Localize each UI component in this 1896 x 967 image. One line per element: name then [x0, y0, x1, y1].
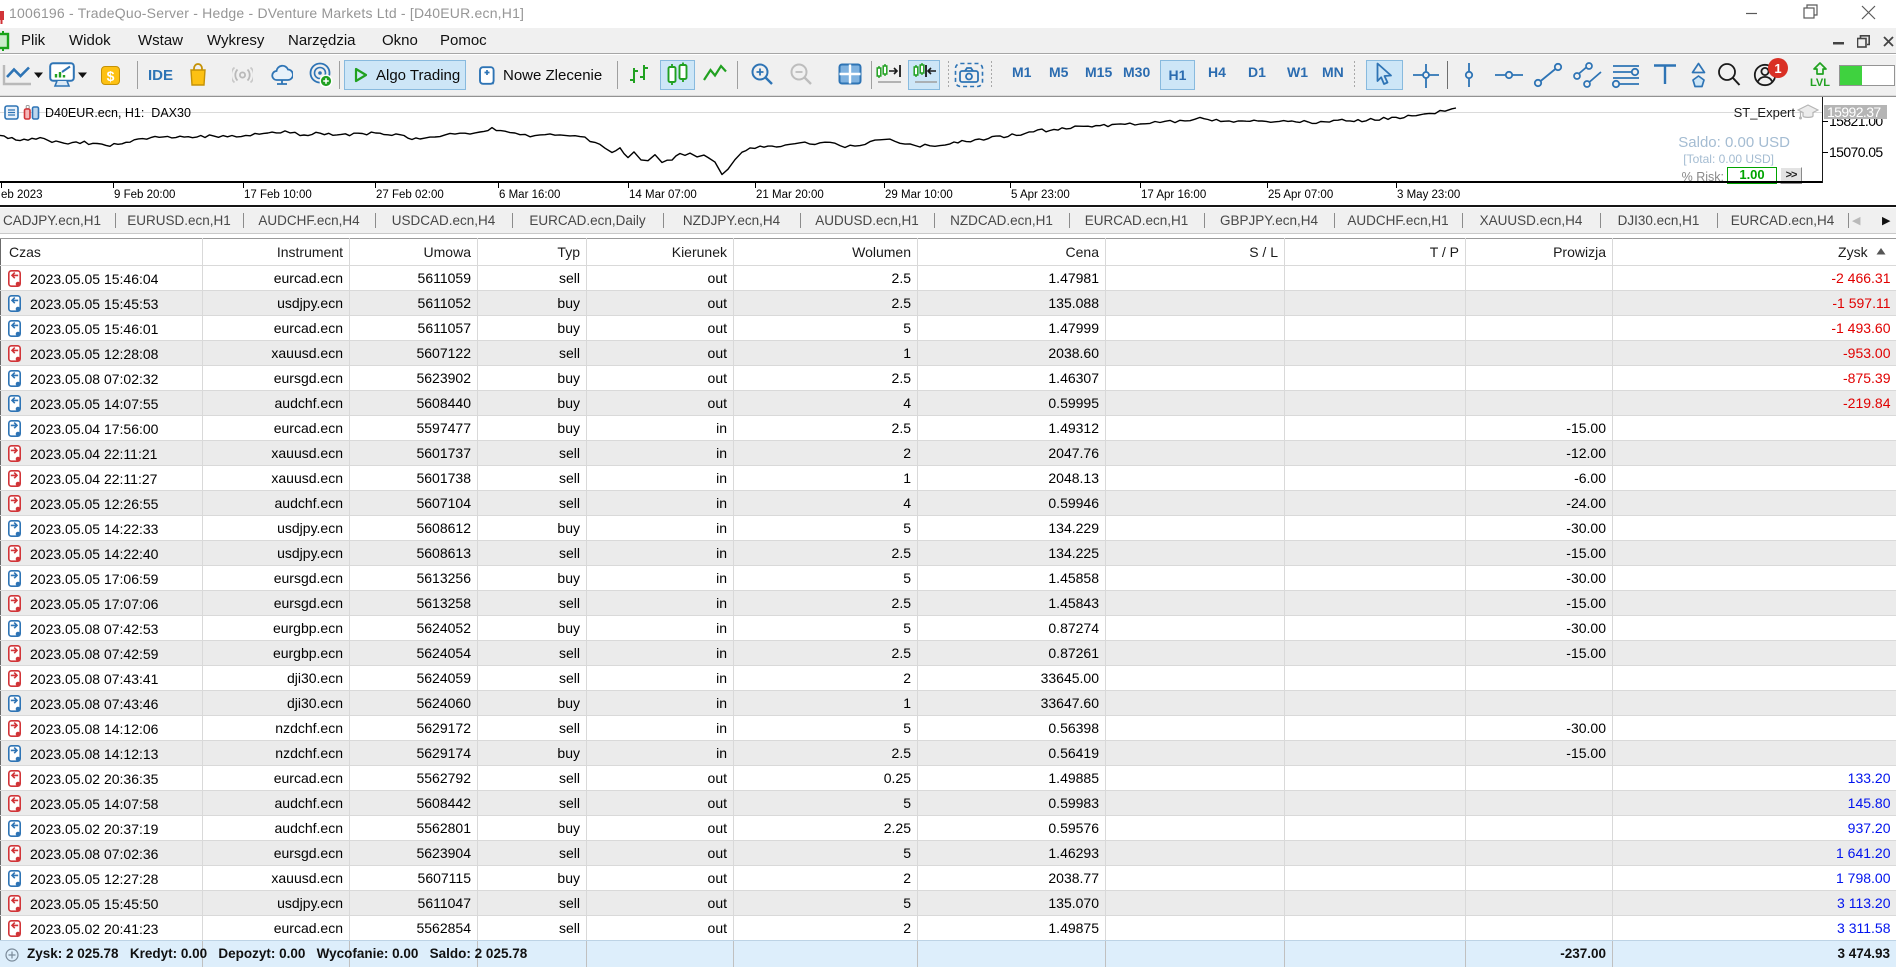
svg-text:LVL: LVL	[1810, 77, 1830, 89]
